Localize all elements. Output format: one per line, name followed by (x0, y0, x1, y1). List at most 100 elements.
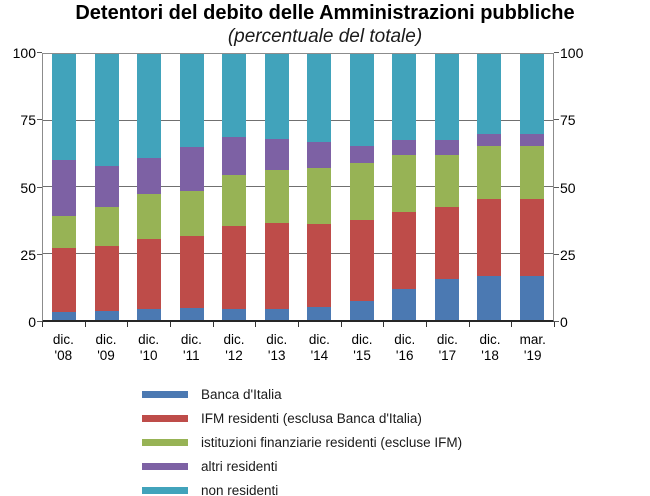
legend-label: IFM residenti (esclusa Banca d'Italia) (201, 410, 422, 426)
gridline-25 (43, 252, 553, 254)
legend-swatch (142, 486, 188, 494)
bar-segment (222, 309, 247, 320)
y-tick-label: 100 (560, 45, 584, 61)
bar-segment (222, 54, 247, 137)
x-label: dic. '16 (383, 332, 426, 364)
y-tick-mark (37, 52, 42, 53)
bar-segment (519, 199, 544, 277)
bar-segment (222, 225, 247, 310)
bar-segment (519, 133, 544, 146)
x-label-month: dic. (52, 332, 74, 347)
x-tick-mark (426, 322, 427, 327)
bar-segment (52, 248, 77, 313)
x-tick-mark (212, 322, 214, 327)
bar-segment (222, 136, 247, 176)
bar-column-11 (171, 54, 214, 320)
legend-item: altri residenti (142, 459, 462, 474)
bar-segment (477, 276, 502, 320)
x-label-month: dic. (308, 332, 330, 347)
x-label-year: '17 (438, 348, 457, 363)
x-label-month: dic. (479, 332, 501, 347)
y-axis-left-ticks (37, 52, 42, 322)
y-tick-mark (37, 321, 42, 322)
x-label: dic. '14 (298, 332, 341, 364)
bar-segment (94, 206, 119, 246)
x-label-month: mar. (519, 332, 546, 347)
bar-segment (392, 140, 417, 156)
y-tick-label: 75 (560, 112, 576, 129)
x-label-year: '12 (225, 348, 243, 363)
y-tick-mark (37, 119, 42, 121)
y-tick-mark (37, 253, 42, 255)
bar-column-16 (383, 54, 426, 320)
x-tick-mark (255, 322, 257, 327)
x-label-year: '18 (481, 348, 499, 363)
x-tick-mark (127, 322, 129, 327)
x-label-year: '14 (310, 348, 329, 363)
x-label: mar. '19 (511, 332, 554, 364)
x-label: dic. '15 (341, 332, 384, 364)
x-label-year: '11 (183, 348, 200, 363)
y-tick-label: 25 (560, 246, 576, 263)
bar-dic-17 (434, 54, 459, 320)
x-label: dic. '18 (469, 332, 512, 364)
bar-column-17 (426, 54, 469, 320)
bar-segment (434, 155, 459, 207)
y-tick-label: 25 (20, 246, 36, 263)
legend-swatch (142, 414, 188, 422)
bar-segment (137, 238, 162, 310)
x-label-year: '19 (523, 348, 542, 363)
bar-column-14 (298, 54, 341, 320)
legend-label: istituzioni finanziarie residenti (esclu… (201, 434, 463, 450)
bar-segment (434, 54, 459, 141)
x-tick-mark (340, 322, 342, 327)
x-label-month: dic. (394, 332, 416, 347)
bar-segment (264, 222, 289, 310)
bar-segment (434, 140, 459, 156)
bar-segment (434, 278, 459, 320)
x-label: dic. '11 (170, 332, 213, 364)
chart-title: Detentori del debito delle Amministrazio… (75, 2, 575, 24)
y-tick-label: 0 (28, 314, 36, 330)
bar-segment (307, 141, 332, 169)
bar-dic-08 (52, 54, 77, 320)
x-label: dic. '13 (255, 332, 298, 364)
gridline-50 (43, 186, 553, 187)
x-label-month: dic. (180, 332, 202, 347)
bar-segment (477, 54, 502, 134)
x-label: dic. '08 (42, 332, 85, 364)
bar-segment (307, 168, 332, 225)
bar-segment (264, 169, 289, 223)
y-tick-mark (37, 186, 42, 188)
legend-label: non residenti (201, 482, 279, 496)
bar-segment (392, 289, 417, 320)
bar-segment (349, 54, 374, 146)
bar-mar-19 (519, 54, 544, 320)
bar-segment (392, 54, 417, 141)
bar-dic-18 (477, 54, 502, 320)
y-tick-label: 50 (20, 179, 36, 196)
x-tick-mark (511, 322, 513, 327)
x-label-month: dic. (138, 332, 160, 347)
gridline-75 (43, 119, 553, 121)
x-label-year: '16 (395, 348, 414, 363)
legend-item: IFM residenti (esclusa Banca d'Italia) (142, 410, 462, 426)
x-label-month: dic. (351, 332, 373, 347)
x-label-year: '15 (353, 348, 371, 363)
bar-dic-12 (222, 54, 247, 320)
x-tick-mark (298, 322, 299, 327)
bar-segment (307, 54, 332, 142)
bar-segment (52, 160, 77, 217)
bar-segment (477, 199, 502, 277)
bar-segment (349, 145, 374, 164)
bar-segment (94, 245, 119, 311)
y-tick-mark (554, 119, 559, 121)
y-axis-right: 0 25 50 75 100 (560, 46, 594, 329)
bars (43, 54, 553, 320)
bar-segment (349, 163, 374, 221)
bar-column-18 (468, 54, 511, 320)
bar-segment (179, 191, 204, 237)
bar-segment (264, 54, 289, 140)
legend-swatch (142, 462, 188, 470)
x-label-year: '10 (139, 348, 158, 363)
